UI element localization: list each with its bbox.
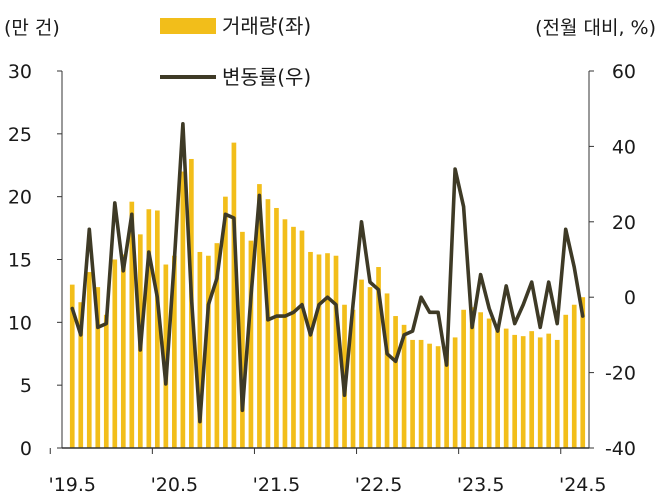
bar — [563, 314, 569, 448]
bar — [163, 264, 169, 448]
bar — [512, 334, 518, 448]
left-axis-unit: (만 건) — [4, 17, 60, 39]
bar — [86, 272, 92, 448]
legend: 거래량(좌) 변동률(우) — [160, 14, 311, 89]
bar — [393, 316, 398, 448]
bar — [231, 142, 237, 448]
bar — [223, 196, 228, 448]
bar — [129, 201, 135, 448]
bar — [248, 240, 254, 448]
bar — [435, 346, 441, 448]
line-series — [70, 122, 585, 424]
right-tick-label: -40 — [605, 438, 636, 460]
x-tick-label: '19.5 — [48, 474, 96, 496]
left-tick-label: 15 — [8, 250, 32, 272]
bar — [418, 339, 424, 448]
bar — [197, 251, 203, 448]
x-tick-label: '23.5 — [457, 474, 505, 496]
bar — [469, 307, 475, 448]
x-tick-label: '20.5 — [151, 474, 199, 496]
bar — [520, 336, 526, 448]
legend-bar-swatch — [160, 18, 216, 34]
bar — [376, 267, 381, 448]
bar — [103, 314, 109, 448]
bar — [206, 255, 211, 448]
bar — [291, 226, 296, 448]
right-tick-label: 0 — [624, 287, 636, 309]
legend-bar-label: 거래량(좌) — [222, 14, 311, 38]
bar — [478, 312, 483, 448]
bar — [120, 254, 126, 448]
bar — [265, 199, 271, 448]
bar — [112, 259, 118, 448]
x-tick-label: '21.5 — [253, 474, 301, 496]
bar — [299, 230, 305, 448]
bar — [95, 287, 101, 448]
bar — [146, 209, 152, 448]
bar — [495, 324, 501, 448]
bar — [529, 331, 535, 448]
bar — [452, 337, 458, 448]
left-tick-label: 20 — [8, 187, 32, 209]
bar — [367, 287, 373, 448]
bar — [546, 333, 552, 448]
right-tick-label: 20 — [612, 212, 636, 234]
bar — [333, 255, 339, 448]
bar — [154, 210, 160, 448]
bar — [444, 348, 449, 448]
bar — [180, 171, 186, 449]
bar — [325, 253, 330, 448]
x-tick-label: '24.5 — [559, 474, 607, 496]
bar — [78, 302, 84, 448]
bar — [214, 243, 220, 448]
bar — [571, 304, 577, 448]
right-tick-label: 40 — [612, 136, 636, 158]
bar — [282, 219, 288, 448]
bar — [580, 297, 586, 448]
bar — [350, 309, 356, 448]
bar — [308, 251, 313, 448]
right-tick-label: 60 — [612, 61, 636, 83]
bar — [172, 255, 177, 448]
right-axis-unit: (전월 대비, %) — [535, 17, 656, 39]
x-tick-label: '22.5 — [355, 474, 403, 496]
bar — [69, 284, 75, 448]
bar — [274, 207, 279, 448]
bar — [240, 231, 245, 448]
bar — [359, 279, 364, 448]
legend-line-label: 변동률(우) — [222, 65, 311, 89]
bar — [503, 328, 509, 448]
left-tick-label: 30 — [8, 61, 32, 83]
bar — [554, 339, 560, 448]
bar — [486, 318, 492, 448]
left-tick-label: 25 — [8, 124, 32, 146]
bar — [257, 184, 262, 448]
bar — [401, 324, 407, 448]
left-tick-label: 5 — [20, 375, 32, 397]
bar-series — [69, 142, 586, 449]
bar — [461, 309, 466, 448]
tick-labels: 0 5 10 15 20 25 30 -40 -20 0 20 40 60 '19.5 '20.5 '21.5… — [8, 61, 636, 496]
left-tick-label: 0 — [20, 438, 32, 460]
bar — [316, 254, 322, 448]
left-tick-label: 10 — [8, 312, 32, 334]
bar — [384, 293, 390, 448]
bar — [410, 339, 415, 448]
right-tick-label: -20 — [605, 363, 636, 385]
bar — [537, 337, 543, 448]
bar — [427, 343, 432, 448]
